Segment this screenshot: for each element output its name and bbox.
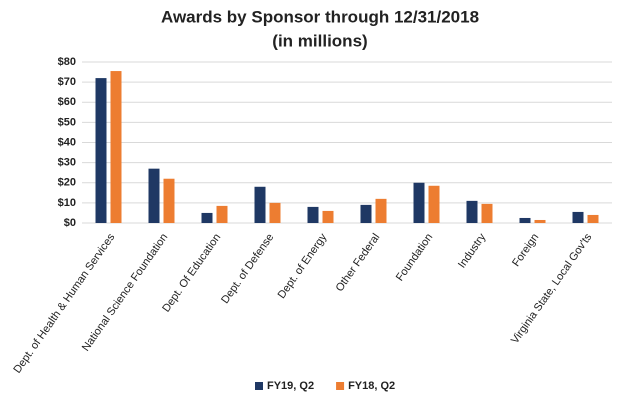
- y-tick-label: $10: [58, 197, 76, 209]
- legend-label: FY19, Q2: [267, 380, 314, 392]
- bar: [413, 182, 425, 223]
- bar: [360, 204, 372, 223]
- x-tick-label: National Science Foundation: [80, 232, 171, 354]
- bar: [466, 200, 478, 223]
- bar: [148, 168, 160, 223]
- bar: [269, 202, 281, 223]
- bar: [428, 185, 440, 223]
- bar: [254, 186, 266, 223]
- y-tick-label: $0: [64, 217, 76, 229]
- x-tick-label: Foreign: [510, 232, 541, 269]
- y-tick-label: $60: [58, 96, 76, 108]
- bar: [110, 71, 122, 224]
- y-tick-label: $20: [58, 177, 76, 189]
- legend-label: FY18, Q2: [348, 380, 395, 392]
- y-tick-label: $80: [58, 56, 76, 68]
- bar: [519, 217, 531, 223]
- x-tick-label: Foundation: [394, 232, 435, 284]
- bar: [572, 211, 584, 223]
- y-tick-label: $70: [58, 76, 76, 88]
- x-tick-label: Dept. of Energy: [276, 231, 330, 301]
- bar: [307, 206, 319, 223]
- bar: [95, 78, 107, 223]
- chart-subtitle: (in millions): [272, 31, 367, 50]
- legend-swatch: [255, 382, 263, 390]
- bar: [201, 212, 213, 223]
- bar: [216, 205, 228, 223]
- chart-title: Awards by Sponsor through 12/31/2018: [161, 7, 479, 26]
- bar: [375, 198, 387, 223]
- y-tick-label: $30: [58, 157, 76, 169]
- bar: [163, 178, 175, 223]
- bar: [481, 203, 493, 223]
- legend-swatch: [336, 382, 345, 390]
- x-tick-label: Industry: [456, 231, 489, 270]
- y-tick-label: $50: [58, 116, 76, 128]
- x-tick-label: Dept. Of Education: [160, 232, 223, 315]
- x-tick-label: Dept. of Health & Human Services: [11, 231, 117, 376]
- bar: [534, 219, 546, 223]
- x-tick-label: Dept. of Defense: [219, 232, 276, 307]
- bar: [322, 210, 334, 223]
- y-tick-label: $40: [58, 136, 76, 148]
- x-tick-label: Other Federal: [334, 232, 383, 294]
- bar: [587, 214, 599, 223]
